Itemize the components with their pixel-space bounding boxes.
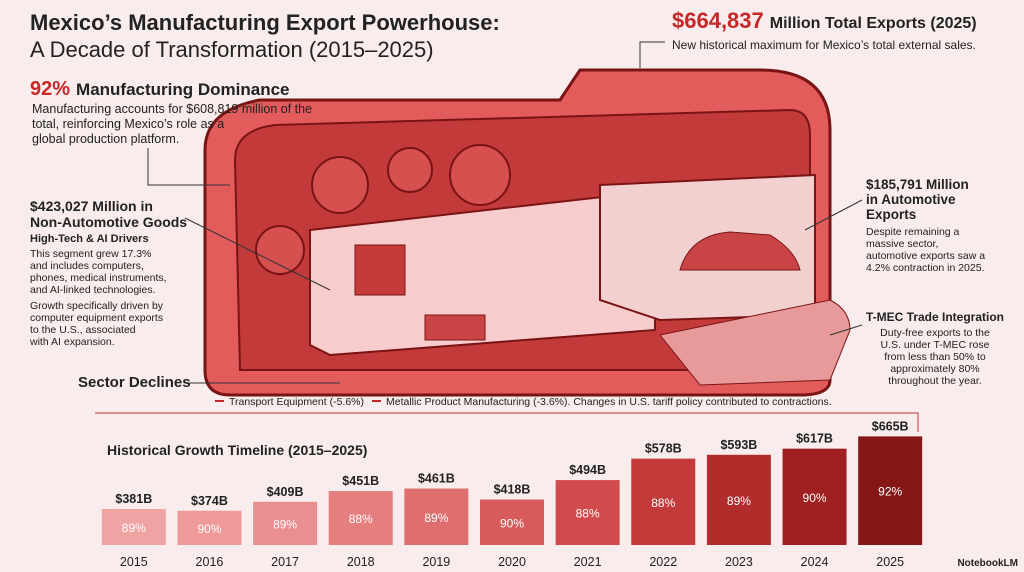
auto-text: 4.2% contraction in 2025. — [866, 262, 985, 274]
bar — [480, 499, 544, 545]
value-label: $381B — [115, 492, 152, 506]
bar — [253, 501, 318, 545]
title: A Decade of Transformation (2015–2025) — [30, 37, 434, 62]
value-label: $578B — [645, 442, 682, 456]
non-auto-subtitle: High-Tech & AI Drivers — [30, 233, 149, 245]
bar — [404, 488, 469, 545]
share-label: 88% — [576, 507, 600, 521]
x-tick-label: 2024 — [801, 555, 829, 569]
bar — [328, 491, 393, 545]
x-tick-label: 2021 — [574, 555, 602, 569]
tmec-title: T-MEC Trade Integration — [866, 310, 1004, 324]
board — [424, 314, 486, 341]
platform — [659, 299, 851, 386]
tmec-text: U.S. under T-MEC rose — [881, 339, 990, 351]
non-auto-text: Growth specifically driven by — [30, 300, 164, 312]
branding: NotebookLM — [957, 558, 1018, 569]
value-label: $418B — [494, 483, 531, 497]
decline-item: Transport Equipment (-5.6%) — [229, 396, 364, 408]
car — [679, 231, 801, 271]
non-auto-title: $423,027 Million in — [30, 198, 153, 214]
share-label: 89% — [273, 517, 297, 531]
bar — [101, 508, 166, 545]
auto-title: in Automotive — [866, 192, 956, 207]
share-label: 90% — [197, 522, 221, 536]
auto-text: automotive exports saw a — [866, 250, 985, 262]
dominance-text: total, reinforcing Mexico’s role as a — [32, 117, 224, 131]
value-label: $451B — [342, 474, 379, 488]
value-label: $374B — [191, 494, 228, 508]
bar — [782, 448, 847, 545]
share-label: 90% — [803, 491, 827, 505]
share-label: 88% — [349, 512, 373, 526]
bar — [706, 454, 771, 545]
value-label: $409B — [267, 485, 304, 499]
value-label: $494B — [569, 463, 606, 477]
chart-title: Historical Growth Timeline (2015–2025) — [107, 442, 367, 458]
gear — [311, 156, 369, 214]
non-auto-text: to the U.S., associated — [30, 324, 136, 336]
dominance-label: Manufacturing Dominance — [76, 80, 289, 99]
share-label: 89% — [727, 494, 751, 508]
x-tick-label: 2019 — [422, 555, 450, 569]
bar — [858, 436, 923, 545]
bar — [555, 480, 620, 545]
auto-title: $185,791 Million — [866, 177, 969, 192]
title: Mexico’s Manufacturing Export Powerhouse… — [30, 10, 500, 35]
dominance-value: 92% — [30, 78, 70, 100]
bar — [177, 510, 242, 545]
non-auto-text: computer equipment exports — [30, 312, 163, 324]
total-label: Million Total Exports (2025) — [770, 15, 977, 32]
decline-item: Metallic Product Manufacturing (-3.6%). … — [386, 396, 832, 408]
x-tick-label: 2016 — [196, 555, 224, 569]
x-tick-label: 2023 — [725, 555, 753, 569]
tmec-text: throughout the year. — [888, 375, 981, 387]
callout-lines — [95, 41, 919, 432]
x-tick-label: 2025 — [876, 555, 904, 569]
non-auto-text: and includes computers, — [30, 260, 144, 272]
tmec-text: from less than 50% to — [884, 351, 986, 363]
total-text: New historical maximum for Mexico’s tota… — [672, 38, 976, 52]
value-label: $461B — [418, 472, 455, 486]
value-label: $593B — [720, 438, 757, 452]
gear — [387, 147, 433, 193]
non-auto-text: This segment grew 17.3% — [30, 248, 151, 260]
non-auto-title: Non-Automotive Goods — [30, 214, 187, 230]
value-label: $617B — [796, 432, 833, 446]
declines-title: Sector Declines — [78, 374, 191, 391]
auto-text: Despite remaining a — [866, 226, 960, 238]
share-label: 89% — [424, 511, 448, 525]
x-tick-label: 2018 — [347, 555, 375, 569]
gear — [255, 225, 305, 275]
tmec-text: Duty-free exports to the — [880, 327, 990, 339]
share-label: 90% — [500, 516, 524, 530]
x-tick-label: 2020 — [498, 555, 526, 569]
share-label: 88% — [651, 496, 675, 510]
share-label: 92% — [878, 485, 902, 499]
non-auto-text: phones, medical instruments, — [30, 272, 167, 284]
x-tick-label: 2022 — [649, 555, 677, 569]
x-tick-label: 2015 — [120, 555, 148, 569]
bar — [631, 458, 696, 545]
share-label: 89% — [122, 521, 146, 535]
dominance-text: global production platform. — [32, 132, 179, 146]
x-tick-label: 2017 — [271, 555, 299, 569]
dominance-text: Manufacturing accounts for $608,819 mill… — [32, 102, 312, 116]
value-label: $665B — [872, 419, 909, 433]
non-auto-text: with AI expansion. — [29, 336, 115, 348]
gear — [449, 144, 511, 206]
total-value: $664,837 — [672, 8, 764, 33]
chip — [354, 244, 406, 296]
total-heading: $664,837 Million Total Exports (2025) — [672, 8, 977, 33]
dominance-heading: 92% Manufacturing Dominance — [30, 78, 290, 100]
auto-text: massive sector, — [866, 238, 938, 250]
non-auto-text: and AI-linked technologies. — [30, 284, 156, 296]
tmec-text: approximately 80% — [890, 363, 979, 375]
auto-title: Exports — [866, 207, 916, 222]
illustration — [203, 68, 851, 397]
